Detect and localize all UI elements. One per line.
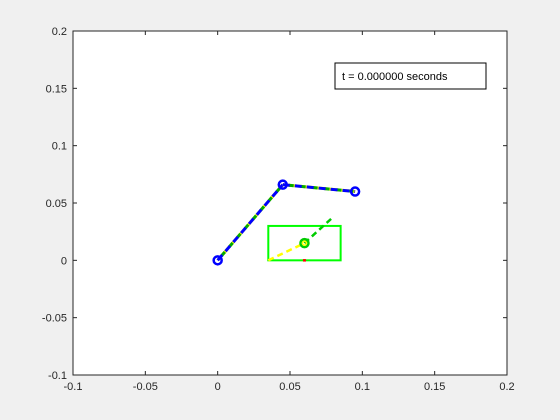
link-segment xyxy=(216,183,284,262)
target-marker-inner xyxy=(301,240,308,246)
joint-marker xyxy=(212,255,223,266)
x-tick-label: 0.05 xyxy=(279,381,300,393)
y-tick-label: -0.05 xyxy=(42,313,67,325)
y-tick-label: 0.1 xyxy=(52,141,67,153)
joint-marker xyxy=(277,179,289,190)
y-tick-label: 0.05 xyxy=(46,198,67,210)
x-tick-label: -0.05 xyxy=(133,381,158,393)
tick-layer: -0.1 -0.05 0 0.05 0.1 0.15 0.2 -0.1 -0.05 0 0.05 0.… xyxy=(42,26,515,393)
target-marker-outer xyxy=(299,237,310,249)
y-tick-label: 0.15 xyxy=(46,83,67,95)
annotation-box xyxy=(334,62,487,90)
y-tick-label: 0 xyxy=(61,255,67,267)
guide-segment xyxy=(267,242,306,262)
joint-marker xyxy=(349,186,361,197)
time-annotation: t = 0.000000 seconds xyxy=(334,62,487,90)
x-tick-label: 0.2 xyxy=(499,381,514,393)
x-tick-label: -0.1 xyxy=(64,381,83,393)
guide-segment xyxy=(303,215,335,245)
y-tick-label: 0.2 xyxy=(52,26,67,38)
annotation-text: t = 0.000000 seconds xyxy=(342,71,448,83)
plot-layer xyxy=(212,179,361,266)
x-tick-label: 0 xyxy=(215,381,221,393)
x-tick-label: 0.1 xyxy=(355,381,370,393)
x-tick-label: 0.15 xyxy=(424,381,445,393)
link-segment xyxy=(282,183,356,194)
axes-frame xyxy=(72,30,508,376)
y-tick-label: -0.1 xyxy=(48,370,67,382)
